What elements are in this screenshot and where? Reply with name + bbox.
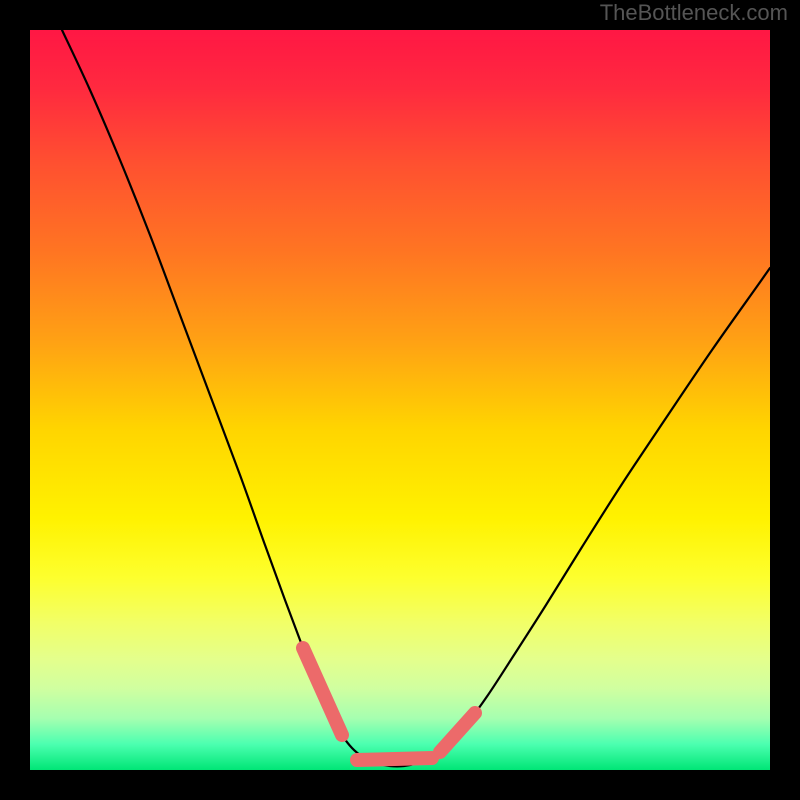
highlight-segment-1 (357, 758, 432, 760)
plot-background (30, 30, 770, 770)
chart-stage: TheBottleneck.com (0, 0, 800, 800)
chart-svg (0, 0, 800, 800)
